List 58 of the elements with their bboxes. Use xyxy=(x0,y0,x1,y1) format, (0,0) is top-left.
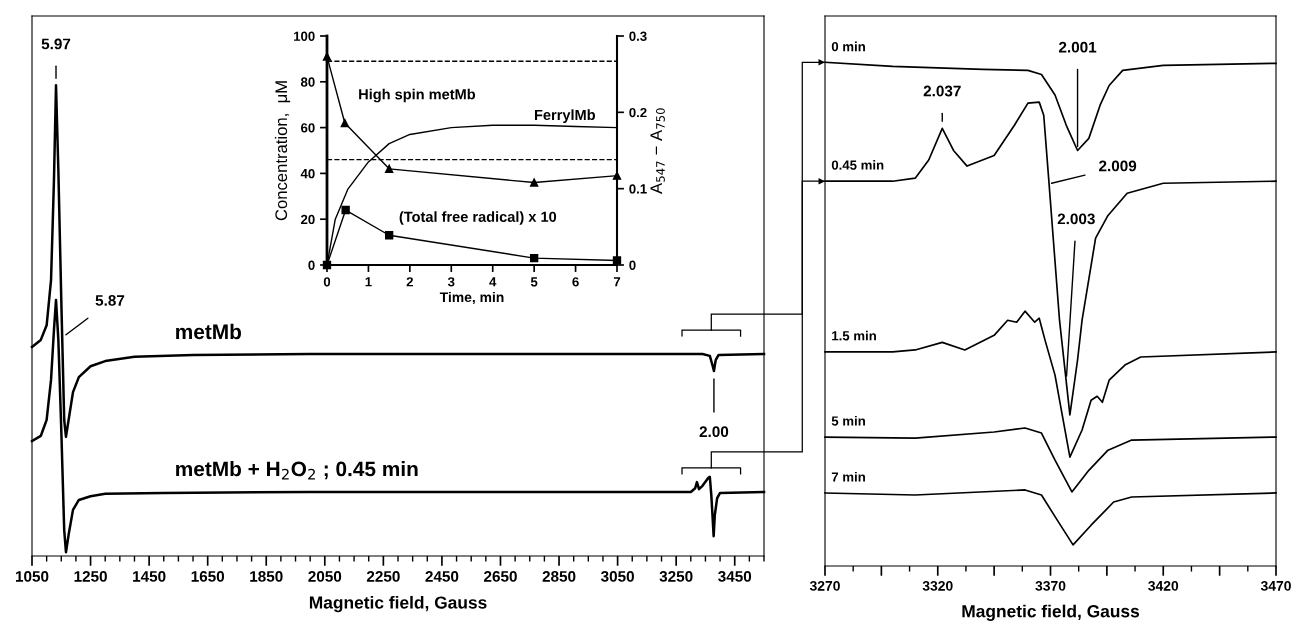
annotation: 5.87 xyxy=(95,295,125,306)
x-tick-label: 3470 xyxy=(1260,580,1291,591)
x-tick-label: 2450 xyxy=(425,570,459,582)
x-axis-title: Time, min xyxy=(439,291,504,305)
x-tick-label: 1250 xyxy=(74,570,107,582)
y-tick-label: 0 xyxy=(308,260,315,270)
y2-tick-label: 0.1 xyxy=(629,184,647,194)
x-tick-label: 6 xyxy=(572,277,579,287)
x-tick-label: 1050 xyxy=(15,570,49,582)
y-axis-title: Concentration, μM xyxy=(274,81,291,221)
x-tick-label: 2 xyxy=(406,277,413,287)
x-tick-label: 3450 xyxy=(718,570,752,582)
series-label: 1.5 min xyxy=(832,330,876,341)
x-tick-label: 4 xyxy=(489,277,497,287)
x-tick-label: 3 xyxy=(447,277,455,287)
y-tick-label: 60 xyxy=(301,123,315,133)
y2-tick-label: 0.2 xyxy=(629,107,647,118)
series-label: 7 min xyxy=(831,471,865,482)
x-tick-label: 3370 xyxy=(1035,580,1066,591)
y2-tick-label: 0 xyxy=(629,260,636,270)
series-label: High spin metMb xyxy=(359,88,476,103)
x-tick-label: 3250 xyxy=(659,570,693,582)
series-label: 0.45 min xyxy=(831,160,884,170)
x-tick-label: 5 xyxy=(530,277,538,287)
x-axis-title: Magnetic field, Gauss xyxy=(309,595,487,613)
series-label: 0 min xyxy=(831,41,865,52)
y2-axis-title: A$_{547}$ − A$_{750}$ xyxy=(650,108,665,194)
series-label: metMb xyxy=(176,323,242,340)
x-tick-label: 1 xyxy=(365,277,372,287)
annotation: 2.003 xyxy=(1057,213,1095,225)
series-label: 5 min xyxy=(831,415,865,426)
series-label: metMb + H$_{2}$O$_{2}$ ; 0.45 min xyxy=(176,461,418,480)
y-tick-label: 20 xyxy=(300,214,315,225)
x-tick-label: 3050 xyxy=(600,570,634,582)
series-label: FerrylMb xyxy=(534,109,595,123)
annotation: 2.001 xyxy=(1058,41,1097,53)
x-axis-title: Magnetic field, Gauss xyxy=(962,604,1140,621)
x-tick-label: 2850 xyxy=(542,570,576,582)
x-tick-label: 7 xyxy=(613,277,621,287)
x-tick-label: 3270 xyxy=(809,580,840,591)
annotation: 2.00 xyxy=(699,426,729,438)
annotation: 5.97 xyxy=(41,38,71,50)
y-tick-label: 80 xyxy=(300,77,315,87)
x-tick-label: 3420 xyxy=(1148,580,1179,591)
annotation: 2.037 xyxy=(923,85,961,97)
y2-tick-label: 0.3 xyxy=(629,31,647,41)
x-tick-label: 2250 xyxy=(366,570,400,582)
y-tick-label: 100 xyxy=(294,31,315,41)
x-tick-label: 2050 xyxy=(308,570,342,582)
y-tick-label: 40 xyxy=(300,168,315,179)
x-tick-label: 1450 xyxy=(133,570,166,582)
x-tick-label: 0 xyxy=(323,277,331,287)
x-tick-label: 2650 xyxy=(484,570,517,582)
x-tick-label: 3320 xyxy=(922,580,953,591)
annotation: 2.009 xyxy=(1099,160,1137,172)
x-tick-label: 1650 xyxy=(191,570,225,582)
x-tick-label: 1850 xyxy=(250,570,283,582)
series-label: (Total free radical) x 10 xyxy=(399,211,557,225)
